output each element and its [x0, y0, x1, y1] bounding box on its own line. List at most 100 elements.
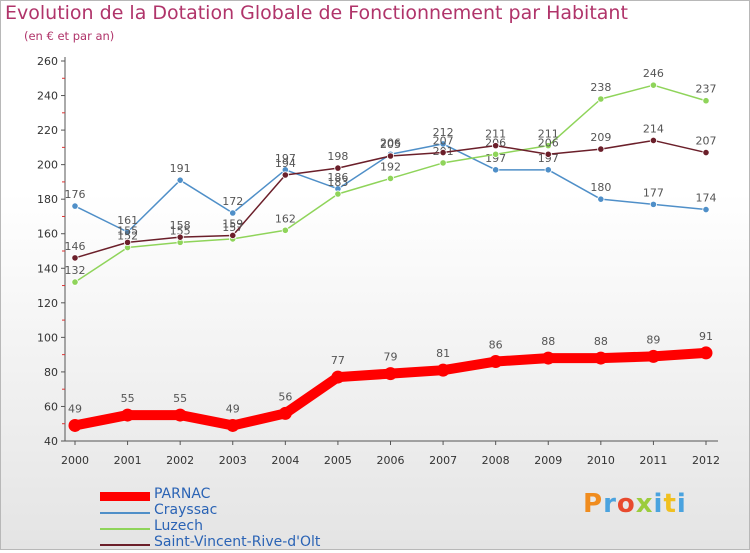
data-point: [436, 363, 450, 377]
y-tick-label: 140: [37, 262, 58, 275]
legend-label-luzech: Luzech: [154, 518, 203, 534]
data-point: [544, 166, 552, 174]
data-label: 197: [275, 152, 296, 165]
data-point: [71, 202, 79, 210]
data-point: [492, 150, 500, 158]
legend-swatch-parnac: [100, 492, 150, 501]
legend-swatch-luzech: [100, 528, 150, 530]
x-tick-label: 2003: [219, 454, 247, 467]
data-point: [68, 418, 82, 432]
data-label: 183: [327, 176, 348, 189]
x-tick-label: 2012: [692, 454, 720, 467]
data-label: 198: [327, 150, 348, 163]
data-point: [439, 140, 447, 148]
data-label: 89: [646, 333, 660, 346]
data-point: [123, 238, 132, 246]
data-point: [384, 367, 397, 381]
y-tick-label: 200: [37, 159, 58, 172]
data-label: 206: [380, 136, 401, 149]
legend-swatch-saint-vincent: [100, 544, 150, 546]
data-label: 55: [173, 392, 187, 405]
data-point: [229, 231, 237, 240]
data-label: 186: [327, 171, 348, 184]
data-label: 56: [278, 390, 292, 403]
logo-letter: x: [635, 489, 654, 519]
data-label: 246: [643, 67, 664, 80]
series-line: [70, 347, 711, 431]
data-point: [173, 408, 187, 422]
data-point: [541, 351, 555, 365]
data-point: [492, 142, 500, 150]
data-point: [544, 142, 552, 150]
data-label: 207: [433, 135, 454, 148]
x-tick-label: 2000: [61, 454, 89, 467]
legend-label-parnac: PARNAC: [154, 486, 211, 502]
data-label: 55: [121, 392, 135, 405]
y-tick-label: 260: [37, 55, 58, 68]
series-line: [74, 84, 707, 283]
x-tick-label: 2007: [429, 454, 457, 467]
data-point: [544, 150, 552, 158]
data-label: 162: [275, 212, 296, 225]
x-tick-label: 2006: [377, 454, 405, 467]
data-label: 205: [380, 138, 401, 151]
data-point: [281, 226, 289, 234]
data-point: [386, 152, 395, 160]
data-label: 146: [65, 240, 86, 253]
data-label: 81: [436, 347, 450, 360]
data-point: [123, 228, 132, 236]
data-point: [281, 171, 289, 179]
data-point: [597, 95, 605, 103]
data-point: [702, 97, 710, 105]
data-label: 209: [590, 131, 611, 144]
y-tick-label: 240: [37, 90, 58, 103]
legend-swatch-crayssac: [100, 512, 150, 514]
y-tick-label: 40: [44, 435, 58, 448]
data-label: 191: [170, 162, 191, 175]
data-label: 161: [117, 214, 138, 227]
data-label: 172: [222, 195, 243, 208]
data-point: [649, 81, 658, 89]
data-label: 197: [538, 152, 559, 165]
data-label: 152: [117, 230, 138, 243]
data-point: [594, 351, 608, 365]
x-tick-label: 2010: [587, 454, 615, 467]
x-tick-label: 2002: [166, 454, 194, 467]
series-parnac: 49 55 55 49 56 77 79 81 86 88 88 89 91: [68, 330, 713, 432]
y-tick-label: 120: [37, 297, 58, 310]
logo-letter: t: [663, 489, 677, 519]
data-label: 49: [226, 402, 240, 415]
data-point: [702, 205, 710, 214]
data-label: 211: [538, 128, 559, 141]
data-point: [334, 164, 342, 172]
data-label: 91: [699, 330, 713, 343]
data-label: 237: [696, 83, 717, 96]
data-point: [226, 418, 240, 432]
data-point: [649, 136, 658, 145]
data-label: 155: [117, 224, 138, 237]
data-label: 79: [384, 351, 398, 364]
logo-letter: P: [583, 489, 604, 519]
data-point: [278, 406, 292, 420]
data-point: [176, 176, 184, 184]
legend-label-saint-vincent: Saint-Vincent-Rive-d'Olt: [154, 534, 321, 550]
x-tick-label: 2005: [324, 454, 352, 467]
data-point: [702, 148, 710, 157]
proxiti-logo: Proxiti: [583, 489, 687, 519]
x-tick-label: 2009: [534, 454, 562, 467]
y-tick-label: 60: [44, 400, 58, 413]
data-point: [71, 278, 79, 286]
data-point: [229, 209, 237, 217]
data-label: 158: [170, 219, 191, 232]
data-label: 88: [541, 335, 555, 348]
data-point: [597, 145, 605, 153]
x-tick-label: 2011: [639, 454, 667, 467]
logo-letter: o: [616, 489, 636, 519]
data-label: 212: [433, 126, 454, 139]
data-point: [331, 370, 345, 384]
data-label: 159: [222, 217, 243, 230]
data-point: [492, 166, 500, 174]
legend-label-crayssac: Crayssac: [154, 502, 218, 518]
